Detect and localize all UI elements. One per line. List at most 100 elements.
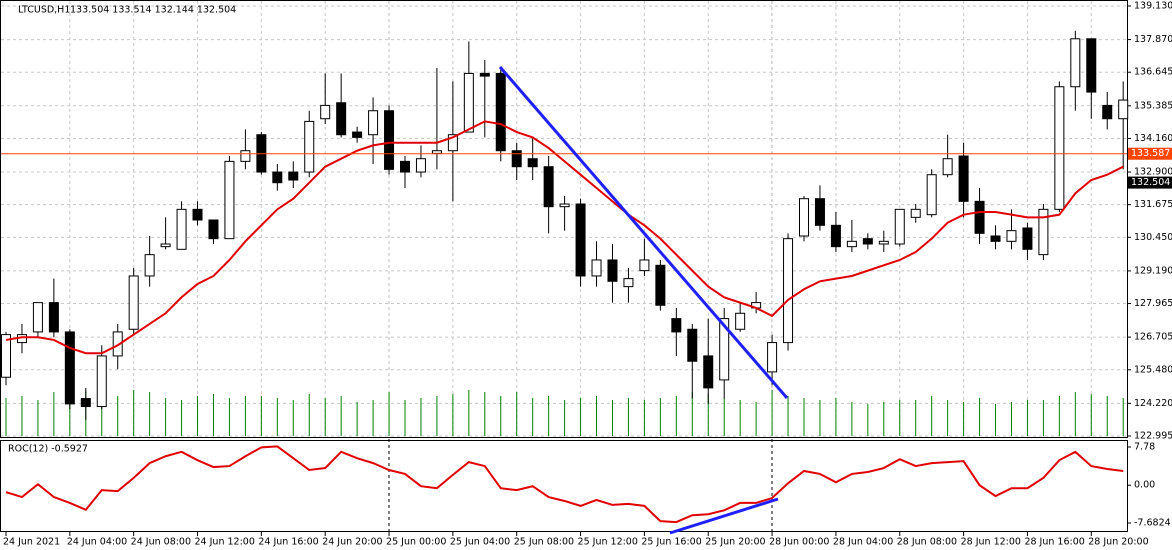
- x-tick-label: 24 Jun 12:00: [195, 537, 255, 548]
- x-tick-label: 24 Jun 20:00: [322, 537, 382, 548]
- candle-body: [415, 158, 426, 173]
- candle-body: [687, 328, 698, 362]
- candle-body: [974, 200, 985, 234]
- candle-body: [990, 235, 1001, 242]
- candle-body: [623, 278, 634, 288]
- x-tick-label: 28 Jun 00:00: [769, 537, 829, 548]
- candle-body: [463, 72, 474, 133]
- candle-body: [878, 240, 889, 245]
- candle-body: [799, 198, 809, 237]
- x-tick-label: 28 Jun 12:00: [961, 537, 1021, 548]
- candle-body: [1038, 208, 1049, 256]
- candle-body: [1, 334, 11, 378]
- candle-body: [703, 355, 714, 389]
- candle-body: [862, 238, 873, 245]
- candle-body: [336, 102, 347, 136]
- candle-body: [48, 302, 59, 333]
- y-tick-label: 132.900: [1134, 167, 1172, 178]
- y-tick-label: 129.190: [1134, 265, 1172, 276]
- price-box: [1128, 147, 1172, 160]
- candle-body: [942, 158, 953, 176]
- candle-body: [112, 331, 123, 357]
- candle-body: [671, 318, 682, 333]
- candle-body: [272, 171, 283, 184]
- candle-body: [128, 275, 139, 330]
- y-tick-label: 127.965: [1134, 298, 1172, 309]
- y-tick-label: 125.480: [1134, 364, 1172, 375]
- candle-body: [1070, 38, 1081, 88]
- candle-body: [958, 155, 969, 202]
- roc-frame: [0, 440, 1128, 532]
- symbol: LTCUSD,H1: [18, 5, 70, 16]
- x-tick-label: 24 Jun 2021: [3, 537, 60, 548]
- roc-title: ROC(12) -0.5927: [8, 444, 88, 455]
- price-box: [1128, 176, 1172, 189]
- candle-body: [591, 259, 602, 277]
- candle-body: [160, 243, 171, 248]
- x-tick-label: 25 Jun 04:00: [450, 537, 510, 548]
- x-tick-label: 28 Jun 08:00: [897, 537, 957, 548]
- y-tick-label: 134.160: [1134, 133, 1172, 144]
- candle-body: [1022, 227, 1033, 250]
- y-tick-label: 124.220: [1134, 398, 1172, 409]
- ohlc: 133.504 133.514 132.144 132.504: [70, 5, 236, 16]
- candle-body: [304, 120, 315, 173]
- x-tick-label: 24 Jun 08:00: [131, 537, 191, 548]
- x-tick-label: 28 Jun 16:00: [1024, 537, 1084, 548]
- candle-body: [80, 398, 91, 408]
- x-tick-label: 28 Jun 20:00: [1088, 537, 1148, 548]
- y-tick-label: 0.00: [1134, 480, 1155, 491]
- candle-body: [320, 104, 331, 120]
- candle-body: [176, 208, 187, 250]
- candle-body: [64, 331, 75, 405]
- y-tick-label: 136.645: [1134, 67, 1172, 78]
- candle-body: [607, 259, 618, 282]
- candle-body: [32, 302, 43, 333]
- x-tick-label: 25 Jun 00:00: [386, 537, 446, 548]
- price-label: 133.587: [1131, 148, 1170, 159]
- candle-body: [527, 158, 538, 168]
- y-tick-label: 122.995: [1134, 431, 1172, 442]
- x-tick-label: 25 Jun 08:00: [514, 537, 574, 548]
- x-tick-label: 25 Jun 20:00: [705, 537, 765, 548]
- candle-body: [1086, 38, 1097, 93]
- candle-body: [543, 166, 554, 208]
- candle-body: [926, 174, 937, 216]
- trendline: [498, 66, 789, 399]
- candle-body: [224, 160, 235, 240]
- candle-body: [511, 150, 522, 168]
- candle-body: [495, 72, 506, 152]
- candle-body: [639, 259, 650, 272]
- x-tick-label: 24 Jun 16:00: [258, 537, 318, 548]
- candle-body: [192, 208, 203, 221]
- candle-body: [894, 208, 905, 245]
- x-tick-label: 24 Jun 04:00: [67, 537, 127, 548]
- candle-body: [719, 318, 730, 381]
- price-label: 132.504: [1131, 177, 1170, 188]
- candle-body: [96, 355, 107, 408]
- x-tick-label: 25 Jun 16:00: [641, 537, 701, 548]
- y-tick-label: 131.675: [1134, 199, 1172, 210]
- candle-body: [655, 264, 666, 306]
- candle-body: [447, 134, 458, 152]
- y-tick-label: 7.78: [1134, 442, 1155, 453]
- candle-body: [1102, 104, 1113, 120]
- y-tick-label: 139.130: [1134, 1, 1172, 12]
- candle-body: [240, 150, 251, 162]
- x-tick-label: 25 Jun 12:00: [578, 537, 638, 548]
- y-tick-label: 135.385: [1134, 100, 1172, 111]
- roc-line: [5, 445, 1124, 524]
- candle-body: [400, 160, 410, 173]
- candle-body: [1006, 230, 1017, 242]
- candle-body: [846, 240, 857, 248]
- candle-body: [1054, 86, 1065, 210]
- candle-body: [208, 219, 219, 240]
- candle-body: [431, 150, 442, 154]
- main-frame: [0, 0, 1128, 438]
- candle-body: [479, 72, 490, 77]
- candle-body: [910, 208, 921, 218]
- y-tick-label: 130.450: [1134, 232, 1172, 243]
- candle-body: [288, 171, 299, 181]
- candle-body: [368, 110, 379, 136]
